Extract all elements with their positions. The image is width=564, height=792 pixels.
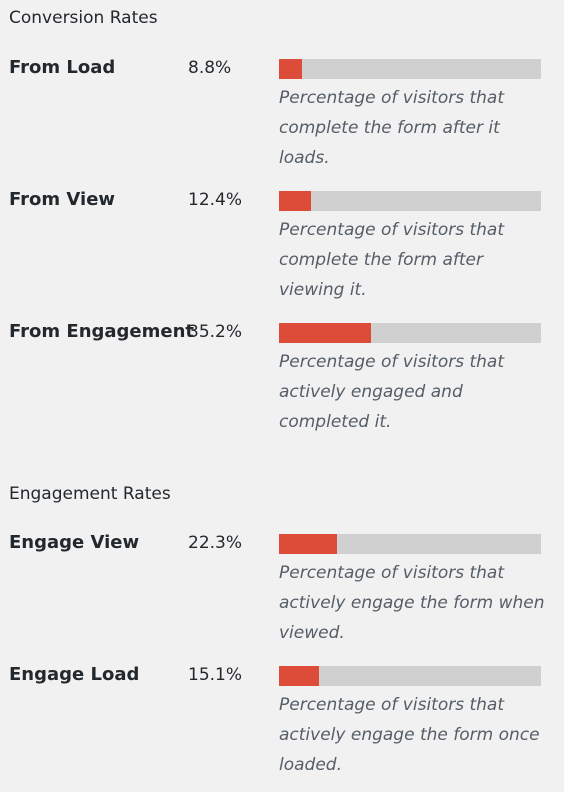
stat-row-from-engagement: From Engagement 35.2% Percentage of visi… — [0, 321, 564, 453]
stat-value: 12.4% — [188, 190, 243, 210]
progress-bar — [279, 666, 541, 686]
stat-row-engage-load: Engage Load 15.1% Percentage of visitors… — [0, 664, 564, 792]
stat-description: Percentage of visitors that actively eng… — [279, 695, 540, 775]
progress-bar-fill — [279, 59, 303, 79]
stat-description: Percentage of visitors that complete the… — [279, 88, 505, 168]
stat-label: Engage Load — [9, 664, 140, 685]
stat-description: Percentage of visitors that complete the… — [279, 220, 505, 300]
stat-label: From Engagement — [9, 321, 195, 342]
progress-bar-fill — [279, 323, 372, 343]
section-title-engagement: Engagement Rates — [9, 484, 171, 504]
stat-row-engage-view: Engage View 22.3% Percentage of visitors… — [0, 532, 564, 664]
section-title-conversion: Conversion Rates — [9, 8, 158, 28]
progress-bar — [279, 59, 541, 79]
stat-value: 8.8% — [188, 58, 232, 78]
progress-bar — [279, 534, 541, 554]
stat-description: Percentage of visitors that actively eng… — [279, 563, 545, 643]
stat-label: From Load — [9, 57, 116, 78]
stat-description: Percentage of visitors that actively eng… — [279, 352, 505, 432]
stat-label: Engage View — [9, 532, 140, 553]
stat-row-from-load: From Load 8.8% Percentage of visitors th… — [0, 57, 564, 189]
progress-bar — [279, 323, 541, 343]
stat-value: 15.1% — [188, 665, 243, 685]
stat-value: 35.2% — [188, 322, 243, 342]
stat-label: From View — [9, 189, 116, 210]
progress-bar-fill — [279, 666, 319, 686]
progress-bar-fill — [279, 191, 312, 211]
progress-bar-fill — [279, 534, 338, 554]
stat-row-from-view: From View 12.4% Percentage of visitors t… — [0, 189, 564, 321]
stat-value: 22.3% — [188, 533, 243, 553]
progress-bar — [279, 191, 541, 211]
